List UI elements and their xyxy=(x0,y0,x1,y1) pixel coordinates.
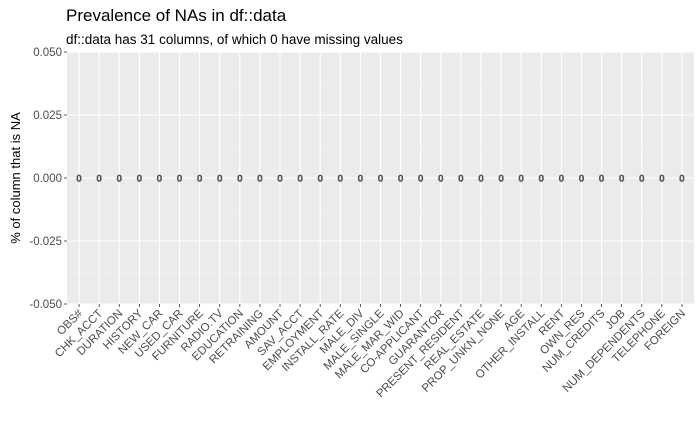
data-label: 0 xyxy=(579,174,584,184)
data-label: 0 xyxy=(177,174,182,184)
data-label: 0 xyxy=(539,174,544,184)
data-label: 0 xyxy=(418,174,423,184)
grid-major xyxy=(67,51,694,305)
data-label: 0 xyxy=(559,174,564,184)
data-label: 0 xyxy=(257,174,262,184)
data-label: 0 xyxy=(237,174,242,184)
data-label: 0 xyxy=(398,174,403,184)
data-label: 0 xyxy=(378,174,383,184)
data-label: 0 xyxy=(217,174,222,184)
data-label: 0 xyxy=(519,174,524,184)
data-label: 0 xyxy=(318,174,323,184)
data-label: 0 xyxy=(499,174,504,184)
y-tick-label: 0.050 xyxy=(33,47,62,59)
data-label: 0 xyxy=(338,174,343,184)
data-marks: 0 0 0 0 0 0 0 0 0 0 0 0 0 0 0 0 0 0 0 0 0 0 0 0 0 0 0 0 0 0 0 xyxy=(76,173,685,184)
data-label: 0 xyxy=(478,174,483,184)
y-tick-label: 0.025 xyxy=(33,110,62,122)
data-label: 0 xyxy=(599,174,604,184)
chart-subtitle: df::data has 31 columns, of which 0 have… xyxy=(66,32,403,47)
y-tick-label: -0.025 xyxy=(29,236,62,248)
data-label: 0 xyxy=(137,174,142,184)
data-label: 0 xyxy=(77,174,82,184)
data-label: 0 xyxy=(278,174,283,184)
data-label: 0 xyxy=(157,174,162,184)
data-label: 0 xyxy=(679,174,684,184)
data-label: 0 xyxy=(298,174,303,184)
data-label: 0 xyxy=(659,174,664,184)
y-axis-title: % of column that is NA xyxy=(8,112,23,244)
data-label: 0 xyxy=(97,174,102,184)
data-label: 0 xyxy=(619,174,624,184)
data-label: 0 xyxy=(358,174,363,184)
x-axis: OBS#CHK_ACCTDURATIONHISTORYNEW_CARUSED_C… xyxy=(53,304,688,400)
data-label: 0 xyxy=(458,174,463,184)
y-tick-label: -0.050 xyxy=(29,299,62,311)
data-label: 0 xyxy=(438,174,443,184)
data-label: 0 xyxy=(639,174,644,184)
y-axis: -0.050 -0.025 0.000 0.025 0.050 xyxy=(29,47,67,311)
chart-title: Prevalence of NAs in df::data xyxy=(66,6,287,25)
y-tick-label: 0.000 xyxy=(33,173,62,185)
data-label: 0 xyxy=(117,174,122,184)
data-label: 0 xyxy=(197,174,202,184)
